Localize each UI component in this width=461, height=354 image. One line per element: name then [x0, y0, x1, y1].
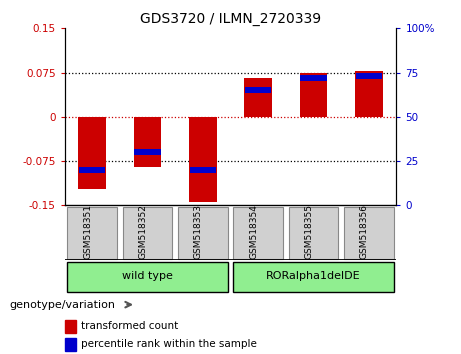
Text: GSM518355: GSM518355: [304, 204, 313, 259]
Bar: [355, 71, 383, 117]
Bar: [189, 117, 217, 202]
Title: GDS3720 / ILMN_2720339: GDS3720 / ILMN_2720339: [140, 12, 321, 26]
Text: wild type: wild type: [122, 271, 173, 281]
Text: GSM518352: GSM518352: [138, 204, 148, 259]
FancyBboxPatch shape: [233, 207, 283, 259]
Text: GSM518353: GSM518353: [194, 204, 203, 259]
Text: transformed count: transformed count: [81, 321, 178, 331]
Bar: [244, 79, 272, 117]
FancyBboxPatch shape: [233, 262, 394, 292]
Text: percentile rank within the sample: percentile rank within the sample: [81, 339, 257, 349]
FancyBboxPatch shape: [344, 207, 394, 259]
Bar: [245, 87, 271, 93]
Bar: [65, 338, 76, 351]
Text: GSM518354: GSM518354: [249, 204, 258, 259]
FancyBboxPatch shape: [178, 207, 228, 259]
Bar: [79, 167, 105, 173]
FancyBboxPatch shape: [123, 207, 172, 259]
Bar: [135, 149, 160, 155]
Bar: [356, 73, 382, 79]
Text: GSM518351: GSM518351: [83, 204, 92, 259]
Bar: [78, 117, 106, 189]
Text: genotype/variation: genotype/variation: [9, 299, 115, 310]
Bar: [190, 167, 216, 173]
Text: RORalpha1delDE: RORalpha1delDE: [266, 271, 361, 281]
FancyBboxPatch shape: [67, 262, 228, 292]
FancyBboxPatch shape: [67, 207, 117, 259]
Bar: [65, 320, 76, 333]
FancyBboxPatch shape: [289, 207, 338, 259]
Bar: [300, 73, 327, 117]
Bar: [134, 117, 161, 167]
Bar: [300, 75, 326, 81]
Text: GSM518356: GSM518356: [360, 204, 369, 259]
